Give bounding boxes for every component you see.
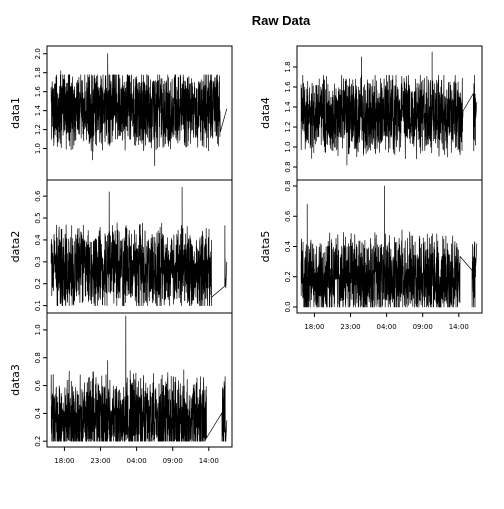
data4-ytick-label: 1.4: [284, 101, 292, 113]
data5-ytick-label: 0.4: [284, 240, 292, 252]
data4-ylabel: data4: [259, 97, 272, 129]
data1-ytick-label: 1.8: [34, 67, 42, 78]
data2-ytick-label: 0.6: [34, 190, 42, 202]
data2-ytick-label: 0.2: [34, 278, 42, 289]
data3-ytick-label: 0.8: [34, 352, 42, 363]
data2-ytick-label: 0.4: [34, 234, 42, 246]
data4-ytick-label: 1.6: [284, 81, 292, 93]
data4-ytick-label: 1.0: [284, 141, 292, 152]
data2-ytick-label: 0.3: [34, 256, 42, 267]
data3-ytick-label: 1.0: [34, 324, 42, 335]
data3-xtick-label: 18:00: [54, 457, 74, 465]
data1-ytick-label: 1.2: [34, 124, 42, 135]
data1-ylabel: data1: [9, 97, 22, 129]
data1-ytick-label: 1.4: [34, 105, 42, 117]
data3-series-line: [50, 315, 228, 442]
data2-ytick-label: 0.5: [34, 212, 42, 223]
data2-ytick-label: 0.1: [34, 300, 42, 311]
data3-xtick-label: 14:00: [199, 457, 219, 465]
chart-title: Raw Data: [252, 13, 311, 28]
data5-ytick-label: 0.6: [284, 210, 292, 222]
data5-ytick-label: 0.8: [284, 180, 292, 191]
data3-ytick-label: 0.4: [34, 407, 42, 419]
data3-xtick-label: 04:00: [127, 457, 147, 465]
data3-xtick-label: 23:00: [90, 457, 110, 465]
data4-ytick-label: 1.8: [284, 61, 292, 72]
data2-series-line: [50, 187, 228, 306]
data5-series-line: [300, 185, 478, 308]
data5-xtick-label: 04:00: [377, 323, 397, 331]
data5-xtick-label: 18:00: [304, 323, 324, 331]
data5-xtick-label: 09:00: [413, 323, 433, 331]
data2-ylabel: data2: [9, 231, 22, 263]
data5-ytick-label: 0.2: [284, 271, 292, 282]
data5-xtick-label: 23:00: [340, 323, 360, 331]
data3-ytick-label: 0.6: [34, 379, 42, 391]
data3-ytick-label: 0.2: [34, 436, 42, 447]
data4-ytick-label: 1.2: [284, 121, 292, 132]
data5-ylabel: data5: [259, 231, 272, 263]
data5-xtick-label: 14:00: [449, 323, 469, 331]
data3-frame: [46, 312, 233, 448]
data1-series-line: [50, 53, 228, 166]
data4-series-line: [300, 51, 478, 166]
data4-ytick-label: 0.8: [284, 161, 292, 172]
data5-ytick-label: 0.0: [284, 301, 292, 312]
data1-ytick-label: 1.6: [34, 86, 42, 98]
data3-xtick-label: 09:00: [163, 457, 183, 465]
data1-ytick-label: 2.0: [34, 48, 42, 59]
data1-ytick-label: 1.0: [34, 143, 42, 154]
data3-ylabel: data3: [9, 364, 22, 396]
